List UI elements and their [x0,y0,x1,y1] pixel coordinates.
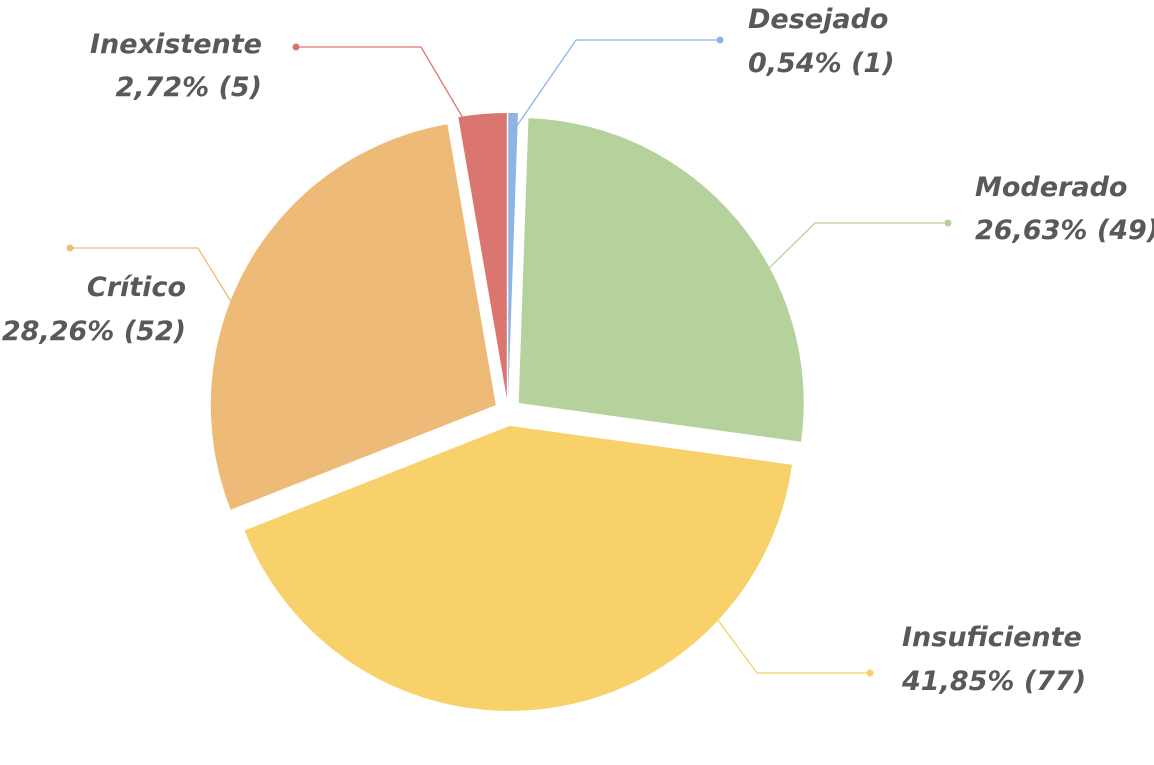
pie-slice-moderado [518,118,804,442]
leader-dot-insuficiente [866,669,874,677]
slice-value-moderado: 26,63% (49) [975,215,1154,246]
pie-slice-critico [210,124,496,510]
pie-slice-insuficiente [244,425,793,711]
slice-name-insuficiente: Insuficiente [902,622,1082,653]
leader-line-insuficiente [711,611,870,674]
slice-value-insuficiente: 41,85% (77) [901,666,1086,697]
leader-dot-inexistente [292,43,300,51]
leader-line-critico [70,247,239,314]
slice-value-critico: 28,26% (52) [2,316,186,347]
slice-name-moderado: Moderado [975,172,1127,203]
pie-slice-inexistente [458,113,507,399]
pie-slices [210,113,804,711]
slice-value-desejado: 0,54% (1) [748,48,895,79]
leader-dot-critico [66,244,74,252]
slice-value-inexistente: 2,72% (5) [115,72,262,103]
slice-name-inexistente: Inexistente [90,29,262,60]
leader-line-inexistente [296,46,474,136]
pie-slice-desejado [508,113,518,399]
leader-dot-desejado [716,36,724,44]
leader-line-moderado [759,222,948,278]
slice-name-critico: Crítico [87,272,186,303]
leader-lines [66,36,952,677]
leader-line-desejado [513,39,720,131]
slice-name-desejado: Desejado [748,4,888,35]
leader-dot-moderado [944,219,952,227]
slice-labels: Desejado 0,54% (1) Moderado 26,63% (49) Insu… [2,4,1154,697]
